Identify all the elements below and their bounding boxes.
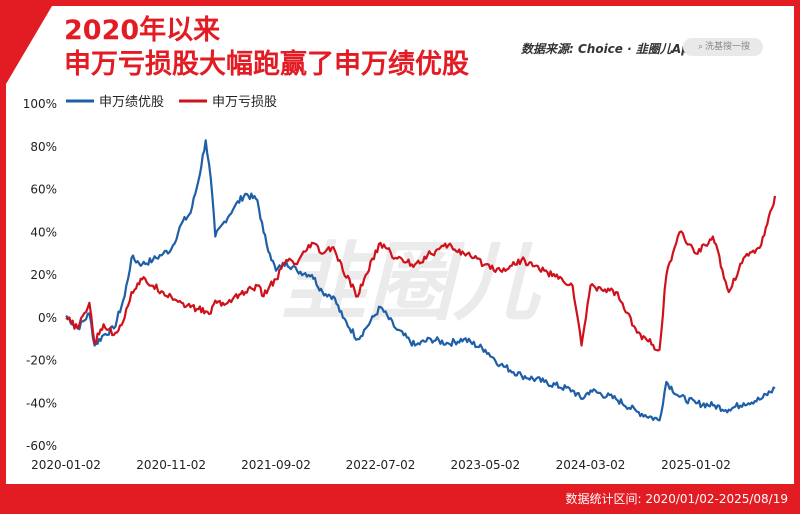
data-source: 数据来源: Choice · 韭圈儿App bbox=[521, 42, 699, 56]
legend-label: 申万绩优股 bbox=[99, 95, 164, 110]
data-period: 数据统计区间: 2020/01/02-2025/08/19 bbox=[565, 492, 788, 506]
x-tick-label: 2020-01-02 bbox=[31, 458, 101, 472]
series-line-blue bbox=[65, 139, 776, 422]
y-tick-label: 0% bbox=[38, 311, 57, 325]
x-tick-label: 2024-03-02 bbox=[556, 458, 626, 472]
title-line-1: 2020年以来 bbox=[64, 15, 221, 46]
y-tick-label: -60% bbox=[26, 439, 57, 453]
corner-accent bbox=[6, 6, 52, 84]
x-tick-label: 2020-11-02 bbox=[136, 458, 206, 472]
x-tick-label: 2022-07-02 bbox=[346, 458, 416, 472]
y-tick-label: 20% bbox=[30, 268, 57, 282]
y-tick-label: 80% bbox=[30, 140, 57, 154]
x-tick-label: 2025-01-02 bbox=[661, 458, 731, 472]
y-tick-label: 60% bbox=[30, 183, 57, 197]
y-tick-label: 100% bbox=[23, 97, 57, 111]
x-tick-label: 2023-05-02 bbox=[450, 458, 520, 472]
y-axis: 100% 80% 60% 40% 20% 0% -20% -40% -60% bbox=[23, 97, 57, 453]
search-placeholder: 洗基搜一搜 bbox=[705, 42, 751, 52]
legend-label: 申万亏损股 bbox=[212, 95, 277, 110]
watermark: 韭圈儿 bbox=[281, 233, 542, 333]
y-tick-label: 40% bbox=[30, 225, 57, 239]
search-box[interactable]: ⌕ 洗基搜一搜 bbox=[683, 38, 763, 56]
legend: 申万绩优股 申万亏损股 bbox=[66, 95, 277, 110]
y-tick-label: -40% bbox=[26, 396, 57, 410]
title-line-2: 申万亏损股大幅跑赢了申万绩优股 bbox=[64, 49, 469, 80]
series-line-red bbox=[65, 195, 777, 352]
y-tick-label: -20% bbox=[26, 354, 57, 368]
chart-title: 2020年以来 申万亏损股大幅跑赢了申万绩优股 bbox=[64, 14, 469, 82]
x-tick-label: 2021-09-02 bbox=[241, 458, 311, 472]
x-axis: 2020-01-02 2020-11-02 2021-09-02 2022-07-02… bbox=[31, 458, 731, 472]
series-lines bbox=[65, 139, 777, 422]
search-icon: ⌕ bbox=[697, 42, 704, 52]
